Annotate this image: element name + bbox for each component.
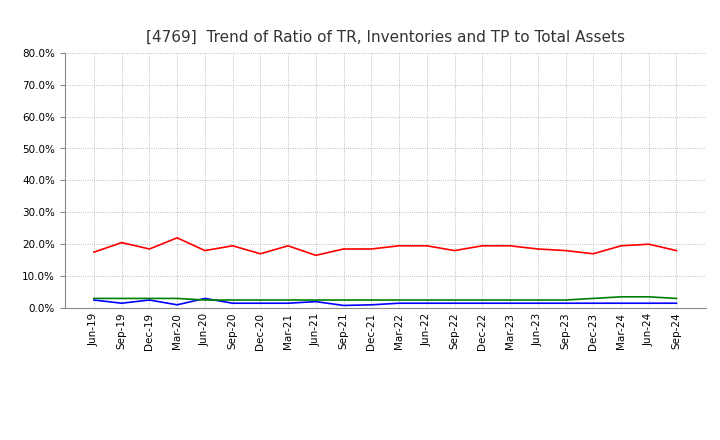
Trade Receivables <box>561 248 570 253</box>
Inventories <box>117 301 126 306</box>
Trade Payables <box>228 297 237 303</box>
Inventories <box>589 301 598 306</box>
Trade Payables <box>117 296 126 301</box>
Trade Receivables <box>423 243 431 249</box>
Trade Receivables <box>117 240 126 245</box>
Inventories <box>339 303 348 308</box>
Inventories <box>367 302 376 308</box>
Inventories <box>145 297 154 303</box>
Inventories <box>505 301 514 306</box>
Line: Trade Receivables: Trade Receivables <box>94 238 677 255</box>
Inventories <box>450 301 459 306</box>
Trade Payables <box>589 296 598 301</box>
Line: Inventories: Inventories <box>94 298 677 305</box>
Title: [4769]  Trend of Ratio of TR, Inventories and TP to Total Assets: [4769] Trend of Ratio of TR, Inventories… <box>145 29 625 45</box>
Trade Payables <box>450 297 459 303</box>
Trade Receivables <box>339 246 348 252</box>
Trade Receivables <box>367 246 376 252</box>
Inventories <box>256 301 265 306</box>
Inventories <box>228 301 237 306</box>
Inventories <box>561 301 570 306</box>
Trade Payables <box>423 297 431 303</box>
Trade Receivables <box>616 243 625 249</box>
Inventories <box>644 301 653 306</box>
Trade Receivables <box>395 243 403 249</box>
Trade Payables <box>367 297 376 303</box>
Trade Payables <box>644 294 653 300</box>
Trade Payables <box>672 296 681 301</box>
Trade Payables <box>284 297 292 303</box>
Trade Receivables <box>644 242 653 247</box>
Trade Receivables <box>256 251 265 257</box>
Trade Payables <box>173 296 181 301</box>
Trade Payables <box>201 297 210 303</box>
Trade Receivables <box>672 248 681 253</box>
Trade Receivables <box>173 235 181 240</box>
Trade Receivables <box>478 243 487 249</box>
Inventories <box>478 301 487 306</box>
Trade Payables <box>339 297 348 303</box>
Trade Payables <box>89 296 98 301</box>
Inventories <box>89 297 98 303</box>
Trade Receivables <box>284 243 292 249</box>
Inventories <box>534 301 542 306</box>
Inventories <box>423 301 431 306</box>
Trade Receivables <box>589 251 598 257</box>
Inventories <box>672 301 681 306</box>
Inventories <box>616 301 625 306</box>
Trade Payables <box>256 297 265 303</box>
Trade Payables <box>145 296 154 301</box>
Trade Receivables <box>450 248 459 253</box>
Trade Receivables <box>312 253 320 258</box>
Trade Receivables <box>228 243 237 249</box>
Inventories <box>284 301 292 306</box>
Inventories <box>173 302 181 308</box>
Trade Receivables <box>201 248 210 253</box>
Trade Payables <box>561 297 570 303</box>
Trade Receivables <box>89 249 98 255</box>
Inventories <box>201 296 210 301</box>
Trade Payables <box>395 297 403 303</box>
Trade Payables <box>616 294 625 300</box>
Trade Payables <box>505 297 514 303</box>
Trade Payables <box>534 297 542 303</box>
Inventories <box>312 299 320 304</box>
Trade Payables <box>478 297 487 303</box>
Trade Payables <box>312 297 320 303</box>
Trade Receivables <box>534 246 542 252</box>
Trade Receivables <box>145 246 154 252</box>
Line: Trade Payables: Trade Payables <box>94 297 677 300</box>
Trade Receivables <box>505 243 514 249</box>
Inventories <box>395 301 403 306</box>
